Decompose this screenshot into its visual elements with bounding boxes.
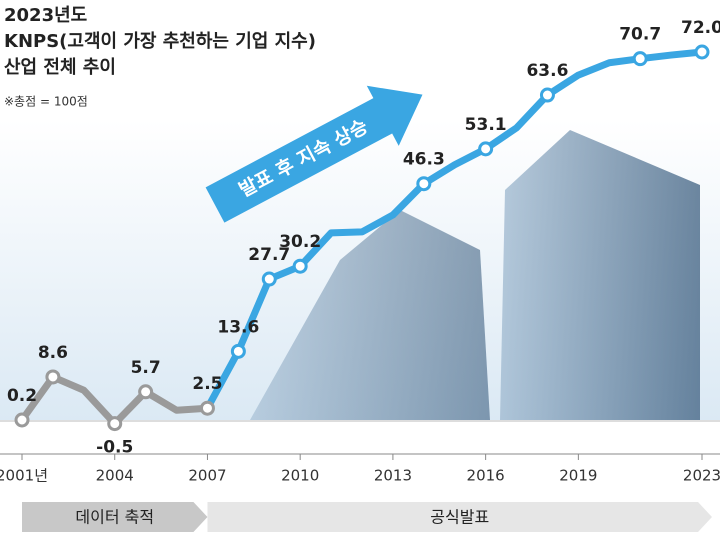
point xyxy=(694,44,710,60)
point xyxy=(107,416,123,432)
x-tick-label: 2013 xyxy=(374,467,412,485)
value-label: 5.7 xyxy=(131,358,161,378)
point xyxy=(230,343,246,359)
phase-band xyxy=(207,502,713,532)
phase-label: 데이터 축적 xyxy=(75,508,154,527)
value-label: 27.7 xyxy=(248,245,290,265)
chart-title: 2023년도 xyxy=(4,5,87,26)
x-tick-label: 2010 xyxy=(281,467,319,485)
value-label: 30.2 xyxy=(279,232,321,252)
x-tick-label: 2007 xyxy=(188,467,226,485)
value-label: -0.5 xyxy=(96,438,133,458)
value-label: 63.6 xyxy=(526,61,568,81)
phase-band xyxy=(22,502,208,532)
value-label: 70.7 xyxy=(619,25,661,45)
point xyxy=(478,141,494,157)
value-label: 2.5 xyxy=(192,374,222,394)
building xyxy=(500,130,700,420)
x-tick-label: 2001년 xyxy=(0,467,48,485)
point xyxy=(416,176,432,192)
value-label: 8.6 xyxy=(38,343,68,363)
value-label: 46.3 xyxy=(403,150,445,170)
value-label: 0.2 xyxy=(7,386,37,406)
point xyxy=(199,400,215,416)
x-tick-label: 2023 xyxy=(683,467,720,485)
x-tick-label: 2016 xyxy=(467,467,505,485)
subtitle: KNPS(고객이 가장 추천하는 기업 지수) xyxy=(4,31,316,52)
point xyxy=(138,384,154,400)
phase-label: 공식발표 xyxy=(430,508,489,527)
value-label: 13.6 xyxy=(217,317,259,337)
point xyxy=(632,51,648,67)
value-label: 53.1 xyxy=(465,115,507,135)
point xyxy=(292,258,308,274)
value-label: 72.0 xyxy=(681,18,720,38)
point xyxy=(45,369,61,385)
building xyxy=(250,210,490,420)
x-tick-label: 2019 xyxy=(559,467,597,485)
line-1 xyxy=(203,48,706,412)
point xyxy=(261,271,277,287)
subtitle: 산업 전체 추이 xyxy=(4,57,116,78)
x-tick-label: 2004 xyxy=(96,467,134,485)
point xyxy=(14,412,30,428)
arrow xyxy=(205,85,423,223)
point xyxy=(539,87,555,103)
note: ※총점 = 100점 xyxy=(4,95,88,109)
